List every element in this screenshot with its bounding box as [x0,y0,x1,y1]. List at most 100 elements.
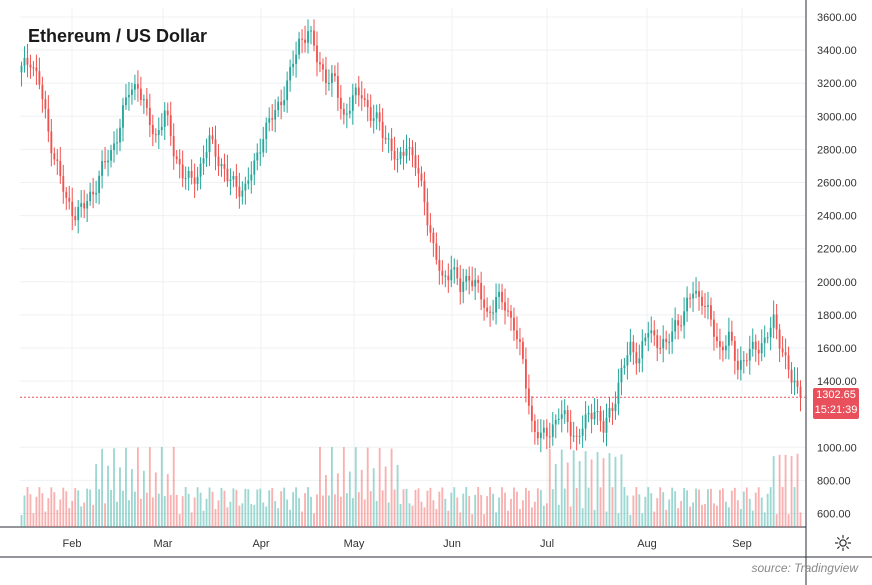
volume-bar [671,487,674,527]
candle-body [683,311,686,326]
candle-body [608,407,611,418]
volume-bar [695,488,697,527]
volume-bar [295,487,298,527]
volume-bar [136,447,139,527]
volume-bar [426,490,429,527]
volume-bar [692,502,694,527]
candle-body [414,155,417,169]
candle-body [184,177,187,179]
candle-body [507,310,509,312]
volume-bar [292,492,295,527]
candle-body [533,420,536,433]
candle-body [635,352,638,364]
volume-bar [80,506,83,527]
volume-bar [336,473,339,527]
volume-bar [527,490,530,527]
candle-body [498,291,500,297]
candle-body [790,369,793,383]
chart-title: Ethereum / US Dollar [28,26,208,46]
candle-body [178,159,181,165]
volume-bar [635,487,638,527]
volume-bar [781,487,784,527]
volume-bar [35,496,38,527]
volume-bar [378,448,381,527]
volume-bar [504,492,506,527]
x-tick-label: Aug [637,538,657,550]
candle-body [713,319,715,337]
volume-bar [641,513,644,527]
candle-body [71,201,74,217]
candle-body [211,135,214,140]
candle-body [223,164,226,169]
candle-body [381,121,384,138]
volume-bar [516,491,518,527]
volume-bar [208,487,211,527]
candle-body [226,168,229,182]
volume-bar [226,507,229,527]
candle-body [405,148,408,156]
candle-body [35,67,38,72]
volume-bar [74,488,77,527]
gear-icon[interactable] [834,534,852,552]
volume-bar [614,456,617,527]
volume-bar [235,489,238,527]
candle-body [417,168,420,174]
volume-bar [581,508,584,527]
volume-bar [704,504,706,527]
volume-bar [447,510,450,527]
volume-bar [548,448,551,527]
volume-bar [560,449,563,527]
volume-bar [477,487,480,527]
volume-bar [411,505,414,527]
candle-body [98,175,101,193]
x-tick-label: Mar [154,538,173,550]
candle-body [465,275,468,282]
candle-body [316,45,318,63]
volume-bar [59,499,62,527]
candle-body [342,108,345,115]
volume-bar [304,493,306,527]
y-tick-label: 2600.00 [817,178,857,190]
volume-bar [408,503,411,527]
candle-body [169,115,172,137]
candle-body [587,412,590,415]
candle-body [44,99,47,109]
volume-bar [653,511,656,527]
candle-body [513,317,515,331]
volume-bar [507,510,509,527]
volume-bar [348,471,351,527]
volume-bar [680,500,683,527]
candle-body [175,156,178,160]
x-tick-label: Sep [732,538,752,550]
y-tick-label: 1000.00 [817,442,857,454]
volume-bar [128,500,130,527]
volume-bar [605,511,608,527]
volume-bar [238,505,241,527]
volume-bar [199,492,202,527]
candle-body [295,54,298,64]
candle-body [357,87,360,96]
candle-body [784,352,787,356]
volume-bar [739,508,742,527]
volume-bar [590,459,593,527]
volume-bar [372,468,375,527]
volume-bar [107,465,109,527]
volume-bar [178,514,181,527]
volume-bar [244,488,247,527]
volume-bar [438,491,441,527]
volume-bar [405,488,408,527]
volume-bar [20,515,23,527]
volume-bar [453,487,456,527]
candle-body [474,279,477,287]
y-tick-label: 2400.00 [817,211,857,223]
volume-bar [754,492,757,527]
candle-body [220,164,223,167]
candle-body [262,139,265,153]
candle-body [289,67,292,81]
candle-body [575,435,578,437]
candle-body [131,89,133,95]
candle-body [674,320,677,332]
volume-bar [342,447,345,527]
candle-body [551,424,554,437]
